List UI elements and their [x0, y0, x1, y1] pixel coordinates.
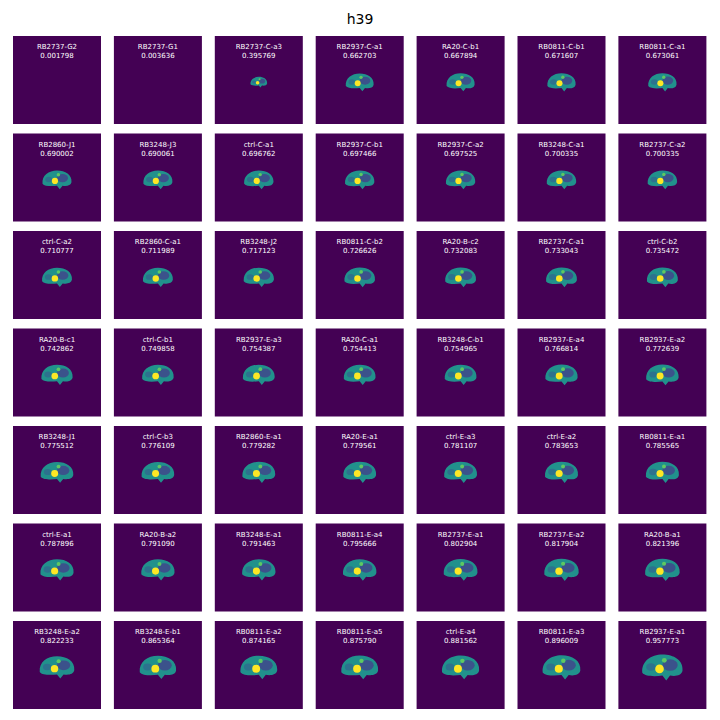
svg-text:0.673061: 0.673061 — [646, 52, 679, 60]
svg-text:0.781107: 0.781107 — [444, 442, 477, 450]
svg-text:0.766814: 0.766814 — [545, 345, 579, 353]
svg-text:RB0811-E-a5: RB0811-E-a5 — [337, 628, 383, 636]
svg-text:0.874165: 0.874165 — [242, 637, 275, 645]
svg-text:RB3248-J3: RB3248-J3 — [139, 141, 176, 149]
svg-text:0.896009: 0.896009 — [545, 637, 578, 645]
svg-text:0.957773: 0.957773 — [646, 637, 679, 645]
svg-text:RB2737-E-a2: RB2737-E-a2 — [539, 531, 585, 539]
svg-text:RB3248-E-b1: RB3248-E-b1 — [135, 628, 181, 636]
svg-text:ctrl-C-a1: ctrl-C-a1 — [244, 141, 274, 149]
svg-text:0.802904: 0.802904 — [444, 540, 478, 548]
svg-text:0.696762: 0.696762 — [242, 150, 275, 158]
svg-text:0.690002: 0.690002 — [40, 150, 73, 158]
svg-text:RB2937-E-a3: RB2937-E-a3 — [236, 336, 282, 344]
svg-text:ctrl-C-a2: ctrl-C-a2 — [42, 238, 72, 246]
svg-text:0.700335: 0.700335 — [646, 150, 679, 158]
svg-text:RA20-B-a2: RA20-B-a2 — [140, 531, 177, 539]
svg-text:0.787896: 0.787896 — [40, 540, 74, 548]
svg-text:RB2937-C-a1: RB2937-C-a1 — [337, 43, 383, 51]
svg-text:0.791463: 0.791463 — [242, 540, 275, 548]
svg-text:0.775512: 0.775512 — [40, 442, 73, 450]
svg-text:0.754965: 0.754965 — [444, 345, 477, 353]
svg-text:0.711989: 0.711989 — [141, 247, 174, 255]
svg-text:0.735472: 0.735472 — [646, 247, 679, 255]
svg-text:0.754387: 0.754387 — [242, 345, 275, 353]
svg-text:0.881562: 0.881562 — [444, 637, 477, 645]
svg-text:0.690061: 0.690061 — [141, 150, 174, 158]
svg-text:RB0811-E-a3: RB0811-E-a3 — [539, 628, 585, 636]
svg-text:0.726626: 0.726626 — [343, 247, 377, 255]
svg-text:0.710777: 0.710777 — [40, 247, 73, 255]
svg-text:0.742862: 0.742862 — [40, 345, 73, 353]
svg-text:0.875790: 0.875790 — [343, 637, 376, 645]
svg-text:0.822233: 0.822233 — [40, 637, 73, 645]
svg-text:RB3248-C-a1: RB3248-C-a1 — [538, 141, 584, 149]
svg-text:RB2737-G2: RB2737-G2 — [37, 43, 77, 51]
svg-text:RA20-E-a1: RA20-E-a1 — [341, 433, 378, 441]
svg-text:0.671607: 0.671607 — [545, 52, 578, 60]
svg-text:RB2860-J1: RB2860-J1 — [39, 141, 76, 149]
svg-text:0.395769: 0.395769 — [242, 52, 275, 60]
svg-text:h39: h39 — [347, 11, 374, 27]
svg-text:RB2860-C-a1: RB2860-C-a1 — [135, 238, 181, 246]
svg-text:RB0811-C-a1: RB0811-C-a1 — [639, 43, 685, 51]
svg-text:0.785565: 0.785565 — [646, 442, 679, 450]
svg-text:RB2937-C-b1: RB2937-C-b1 — [337, 141, 383, 149]
svg-text:ctrl-C-b2: ctrl-C-b2 — [647, 238, 677, 246]
svg-text:ctrl-E-a2: ctrl-E-a2 — [547, 433, 577, 441]
svg-text:RB2737-G1: RB2737-G1 — [138, 43, 178, 51]
svg-text:0.795666: 0.795666 — [343, 540, 377, 548]
svg-text:RB2737-E-a1: RB2737-E-a1 — [438, 531, 484, 539]
svg-text:0.821396: 0.821396 — [646, 540, 680, 548]
svg-text:RB2937-E-a4: RB2937-E-a4 — [539, 336, 585, 344]
svg-text:RB2937-E-a2: RB2937-E-a2 — [640, 336, 686, 344]
svg-text:RB0811-C-b1: RB0811-C-b1 — [538, 43, 584, 51]
svg-text:0.791090: 0.791090 — [141, 540, 174, 548]
svg-text:RB0811-E-a2: RB0811-E-a2 — [236, 628, 282, 636]
svg-text:ctrl-C-b3: ctrl-C-b3 — [143, 433, 173, 441]
svg-text:RB3248-E-a1: RB3248-E-a1 — [236, 531, 282, 539]
svg-text:RA20-B-c1: RA20-B-c1 — [39, 336, 75, 344]
svg-text:0.667894: 0.667894 — [444, 52, 478, 60]
svg-text:0.783653: 0.783653 — [545, 442, 578, 450]
svg-text:RB2860-E-a1: RB2860-E-a1 — [236, 433, 282, 441]
svg-text:RB3248-J2: RB3248-J2 — [240, 238, 277, 246]
svg-text:0.749858: 0.749858 — [141, 345, 174, 353]
svg-text:0.776109: 0.776109 — [141, 442, 174, 450]
svg-text:ctrl-E-a4: ctrl-E-a4 — [446, 628, 476, 636]
svg-text:RB2937-C-a2: RB2937-C-a2 — [438, 141, 484, 149]
svg-text:0.772639: 0.772639 — [646, 345, 679, 353]
svg-text:RB2737-C-a3: RB2737-C-a3 — [236, 43, 282, 51]
svg-text:0.697525: 0.697525 — [444, 150, 477, 158]
svg-text:RB2737-C-a2: RB2737-C-a2 — [639, 141, 685, 149]
svg-text:ctrl-C-b1: ctrl-C-b1 — [143, 336, 173, 344]
svg-text:RB2737-C-a1: RB2737-C-a1 — [538, 238, 584, 246]
svg-text:RB3248-E-a2: RB3248-E-a2 — [34, 628, 80, 636]
svg-text:RA20-B-a1: RA20-B-a1 — [644, 531, 681, 539]
svg-text:0.865364: 0.865364 — [141, 637, 175, 645]
svg-text:0.779282: 0.779282 — [242, 442, 275, 450]
svg-text:0.662703: 0.662703 — [343, 52, 376, 60]
svg-text:0.003636: 0.003636 — [141, 52, 175, 60]
svg-text:RA20-C-b1: RA20-C-b1 — [442, 43, 479, 51]
svg-text:0.700335: 0.700335 — [545, 150, 578, 158]
svg-text:ctrl-E-a1: ctrl-E-a1 — [42, 531, 72, 539]
svg-text:0.717123: 0.717123 — [242, 247, 275, 255]
svg-text:0.697466: 0.697466 — [343, 150, 377, 158]
svg-text:RB2937-E-a1: RB2937-E-a1 — [640, 628, 686, 636]
svg-text:RA20-B-c2: RA20-B-c2 — [443, 238, 479, 246]
svg-text:0.732083: 0.732083 — [444, 247, 477, 255]
svg-text:RA20-C-a1: RA20-C-a1 — [341, 336, 378, 344]
svg-text:RB0811-C-b2: RB0811-C-b2 — [337, 238, 383, 246]
svg-text:0.817904: 0.817904 — [545, 540, 579, 548]
svg-text:0.754413: 0.754413 — [343, 345, 376, 353]
svg-text:0.733043: 0.733043 — [545, 247, 578, 255]
svg-text:RB0811-E-a4: RB0811-E-a4 — [337, 531, 383, 539]
svg-text:0.779561: 0.779561 — [343, 442, 376, 450]
svg-text:ctrl-E-a3: ctrl-E-a3 — [446, 433, 476, 441]
svg-text:RB0811-E-a1: RB0811-E-a1 — [640, 433, 686, 441]
svg-text:0.001798: 0.001798 — [40, 52, 73, 60]
svg-text:RB3248-C-b1: RB3248-C-b1 — [437, 336, 483, 344]
svg-text:RB3248-J1: RB3248-J1 — [39, 433, 76, 441]
